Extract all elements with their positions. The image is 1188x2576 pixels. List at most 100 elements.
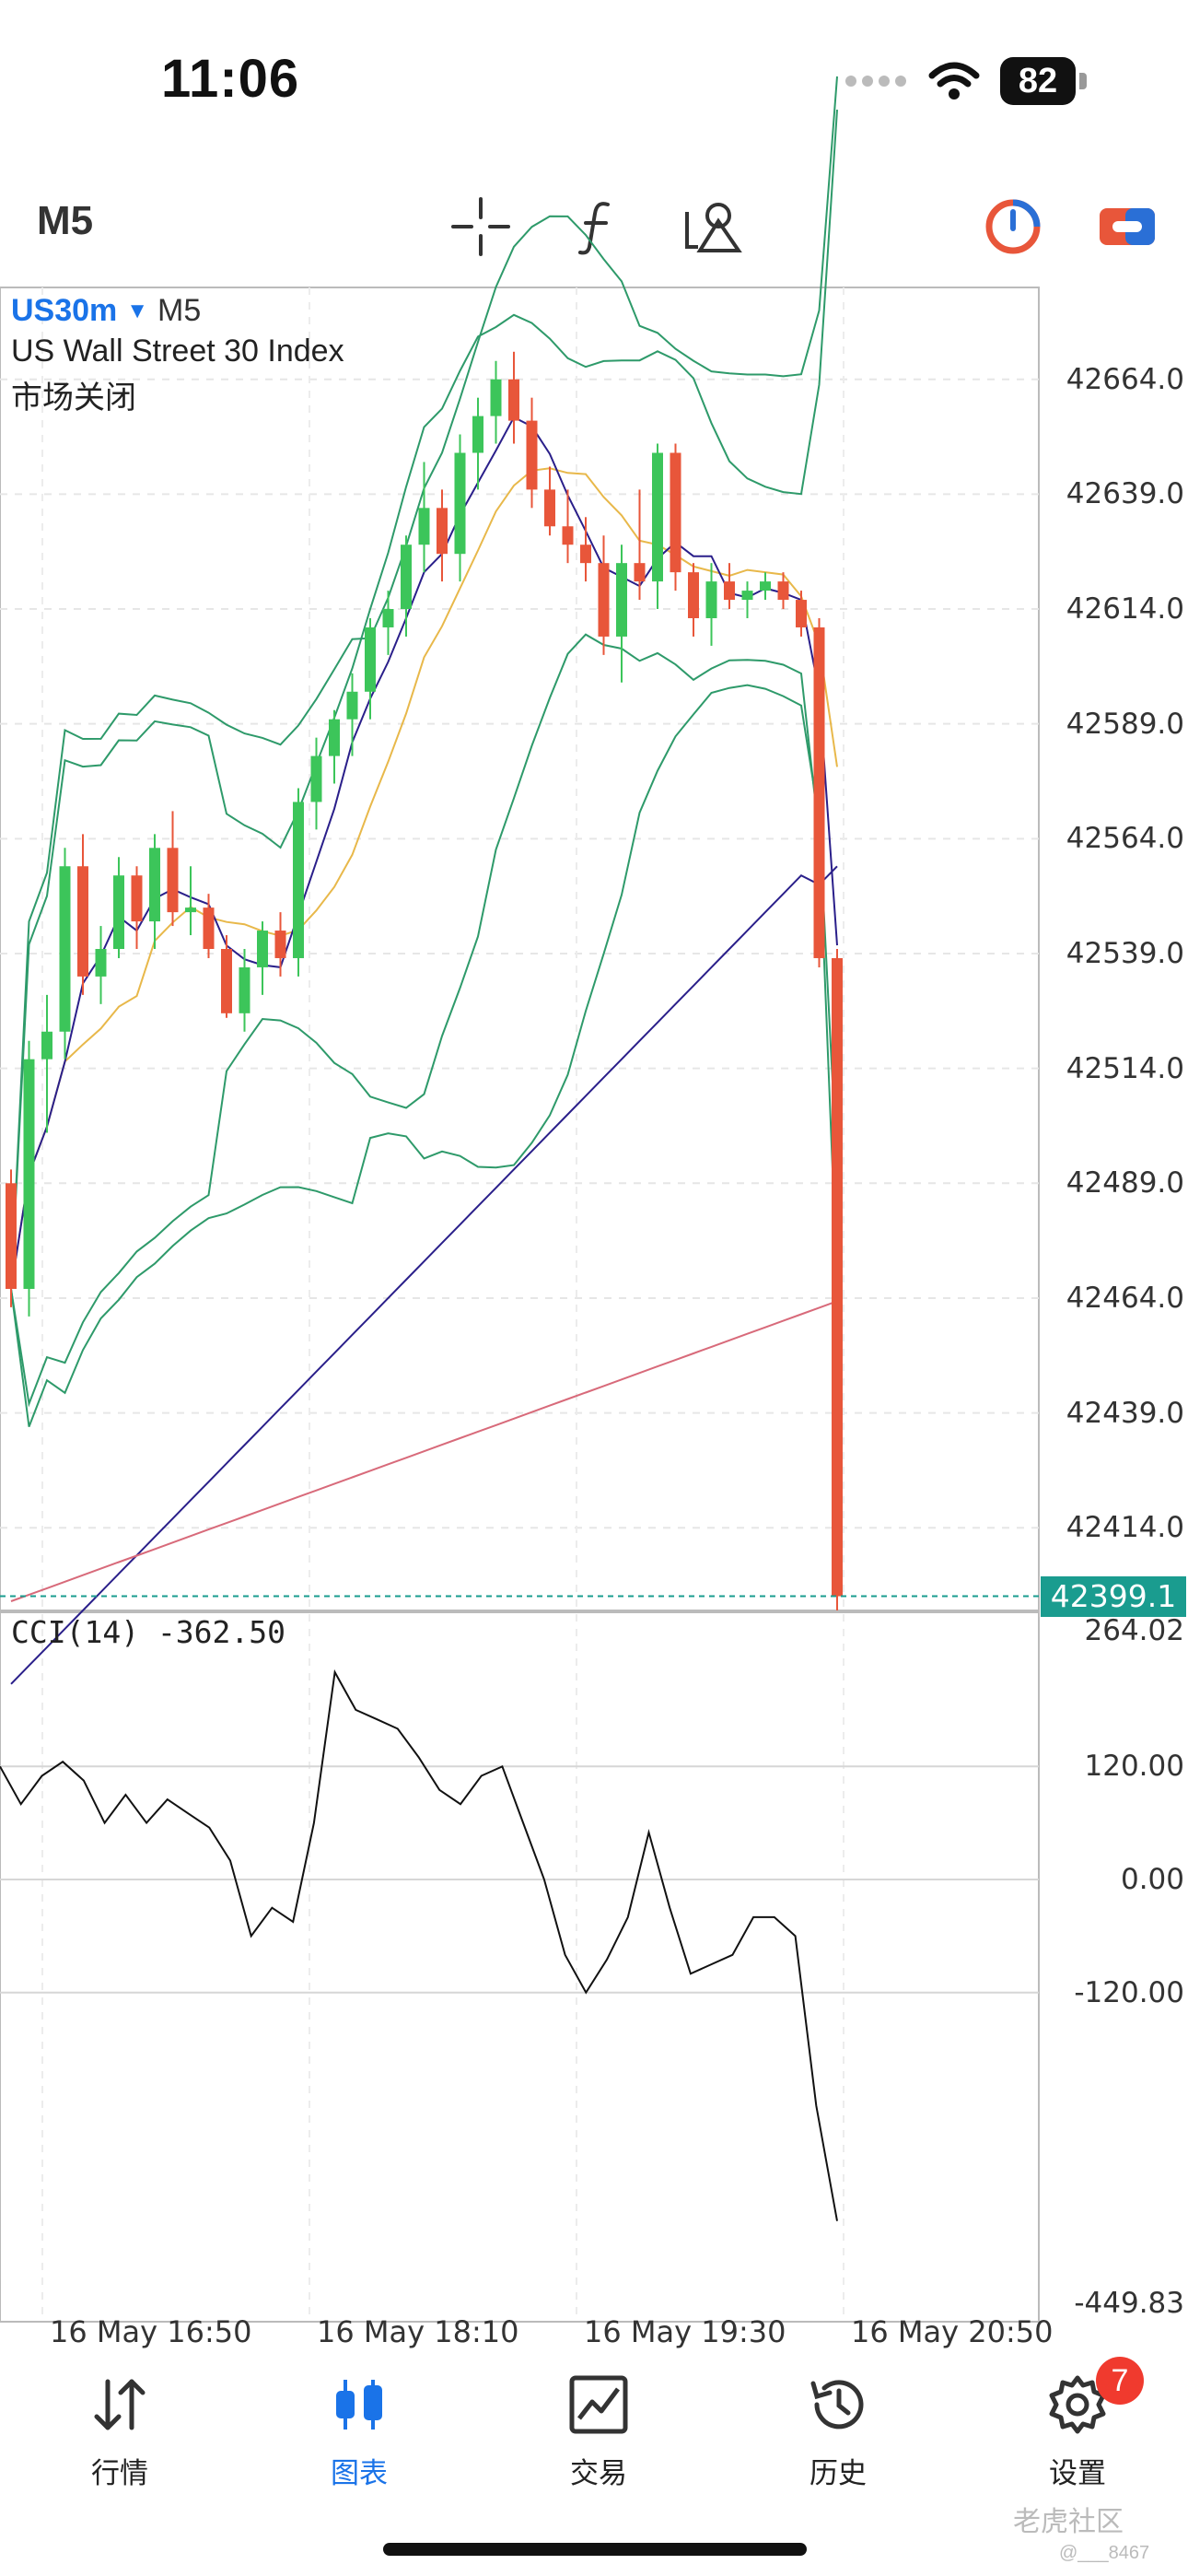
- candle-body: [705, 581, 717, 618]
- price-axis-label: 42539.0: [1066, 936, 1184, 970]
- candle-body: [760, 581, 771, 591]
- candle-body: [580, 544, 591, 564]
- nav-quotes-label: 行情: [91, 2457, 148, 2489]
- candle-body: [813, 626, 825, 958]
- battery-icon: 82: [1000, 57, 1076, 105]
- candle-body: [185, 907, 196, 913]
- candle-body: [598, 563, 610, 637]
- watermark-user: @___8467: [1059, 2543, 1150, 2563]
- cci-series-line: [0, 1669, 838, 2221]
- symbol-description: US Wall Street 30 Index: [11, 334, 344, 369]
- price-axis-label: 42439.0: [1066, 1396, 1184, 1430]
- candle-body: [293, 802, 304, 958]
- crosshair-icon[interactable]: [448, 193, 514, 260]
- quotes-arrows-icon: [94, 2379, 146, 2430]
- nav-history-label: 历史: [809, 2457, 867, 2489]
- history-clock-icon: [810, 2380, 864, 2430]
- bollinger-upper: [10, 110, 838, 1290]
- symbol-dropdown-icon[interactable]: ▼: [126, 298, 149, 323]
- nav-chart[interactable]: 图表: [285, 2372, 433, 2491]
- candle-body: [544, 489, 555, 527]
- nav-trade-label: 交易: [570, 2457, 627, 2489]
- candle-body: [616, 563, 627, 637]
- cci-grid: [0, 1765, 1039, 1994]
- symbol-name[interactable]: US30m: [11, 293, 118, 328]
- time-axis-label: 16 May 20:50: [851, 2314, 1054, 2349]
- candle-body: [652, 452, 663, 582]
- objects-icon[interactable]: [681, 193, 748, 260]
- nav-settings[interactable]: 设置: [1004, 2372, 1151, 2491]
- candle-body: [472, 416, 483, 453]
- cci-axis-label: 264.02: [1084, 1614, 1184, 1647]
- candle-body: [796, 600, 807, 627]
- timeframe-button[interactable]: M5: [37, 198, 94, 243]
- candle-body: [41, 1031, 52, 1060]
- candle-body: [310, 755, 322, 802]
- price-axis-label: 42664.0: [1066, 362, 1184, 396]
- price-axis-label: 42564.0: [1066, 822, 1184, 856]
- trade-chart-icon: [569, 2375, 628, 2434]
- candle-body: [724, 581, 735, 601]
- candle-body: [274, 931, 286, 958]
- watermark: 老虎社区: [1013, 2507, 1124, 2537]
- ma-yellow-line: [10, 467, 838, 1290]
- price-axis-label: 42489.0: [1066, 1166, 1184, 1200]
- signal-dots-icon: [845, 76, 906, 87]
- nav-quotes[interactable]: 行情: [46, 2372, 193, 2491]
- candle-body: [454, 452, 466, 555]
- price-axis-label: 42514.0: [1066, 1051, 1184, 1085]
- nav-chart-label: 图表: [331, 2457, 388, 2489]
- candle-body: [490, 379, 502, 416]
- account-switch-icon[interactable]: [1094, 193, 1160, 260]
- price-axis-label: 42464.0: [1066, 1281, 1184, 1315]
- cci-axis-label: -449.83: [1074, 2287, 1184, 2320]
- nav-trade[interactable]: 交易: [525, 2372, 672, 2491]
- cci-label: CCI(14) -362.50: [11, 1614, 286, 1650]
- candle-body: [113, 875, 124, 949]
- settings-badge: 7: [1096, 2357, 1144, 2405]
- candle-body: [437, 508, 448, 555]
- one-click-trading-icon[interactable]: [980, 193, 1046, 260]
- candle-body: [203, 907, 215, 949]
- moving-averages: [10, 416, 838, 1685]
- candle-body: [401, 544, 412, 610]
- status-icons: 82: [844, 57, 1087, 105]
- cci-axis-label: -120.00: [1074, 1975, 1184, 2009]
- main-grid: [0, 287, 1040, 2323]
- candle-body: [418, 508, 430, 545]
- candle-body: [149, 848, 160, 922]
- candle-body: [95, 949, 107, 977]
- bollinger-outer-lower: [10, 684, 838, 1427]
- indicator-f-icon[interactable]: [564, 193, 630, 260]
- status-time: 11:06: [161, 49, 300, 109]
- ma-long-line: [10, 865, 838, 1685]
- candle-body: [257, 931, 268, 967]
- candle-body: [23, 1059, 35, 1289]
- candle-body: [777, 581, 789, 601]
- price-axis-label: 42414.0: [1066, 1511, 1184, 1545]
- symbol-header[interactable]: US30m ▼ M5: [11, 293, 201, 329]
- price-chart[interactable]: [0, 0, 1188, 2359]
- cci-line: [0, 1669, 838, 2221]
- price-axis-label: 42614.0: [1066, 592, 1184, 626]
- time-axis-label: 16 May 18:10: [317, 2314, 519, 2349]
- candlestick-chart-icon: [336, 2380, 382, 2430]
- candle-body: [562, 526, 574, 545]
- cci-axis-label: 120.00: [1084, 1750, 1184, 1784]
- cci-axis-label: 0.00: [1120, 1862, 1184, 1896]
- price-axis-label: 42589.0: [1066, 707, 1184, 741]
- candle-body: [239, 966, 250, 1013]
- candle-body: [6, 1183, 17, 1289]
- candle-body: [59, 866, 71, 1032]
- candle-body: [832, 957, 843, 1597]
- candle-body: [688, 572, 699, 618]
- home-indicator[interactable]: [383, 2543, 807, 2556]
- candle-body: [329, 719, 340, 756]
- main-panel-frame: [0, 287, 1040, 1611]
- candle-body: [77, 866, 88, 977]
- nav-settings-label: 设置: [1049, 2457, 1106, 2489]
- bollinger-outer-upper: [10, 76, 838, 1290]
- cci-panel-frame: [0, 1611, 1040, 2323]
- nav-history[interactable]: 历史: [764, 2372, 912, 2491]
- candle-body: [634, 563, 646, 582]
